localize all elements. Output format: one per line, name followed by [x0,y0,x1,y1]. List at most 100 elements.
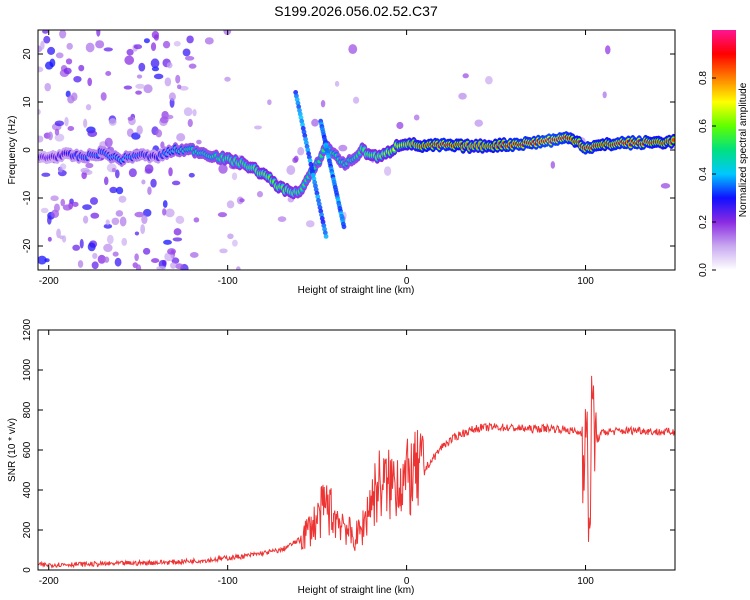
spectrogram-cell [38,66,44,73]
spectrogram-cell [319,212,324,218]
spectrogram-cell [306,154,312,160]
spectrogram-cell [396,121,404,130]
spectrogram-cell [115,210,124,217]
snr-y-axis-label: SNR (10 * v/v) [7,418,18,482]
spectrogram-cell [67,126,75,131]
spectrogram-cell [138,62,146,72]
spectrogram-cell [44,258,50,263]
spectrogram-cell [103,47,113,52]
spectrogram-cell [141,215,148,225]
spectrogram-cell [112,251,119,257]
spectrogram-cell [550,161,556,169]
spectrogram-cell [352,96,360,104]
spectrogram-cell [313,183,318,189]
spectrogram-cell [87,130,98,137]
spectrogram-cell [318,208,324,214]
spectrogram-cell [47,131,53,141]
spectrogram-cell [151,258,160,264]
x-tick-label: 100 [577,576,594,587]
spectrogram-cell [104,256,110,263]
spectrogram-cell [293,155,299,163]
spectrogram-cell [50,195,59,202]
y-tick-label: 0 [22,147,33,153]
spectrogram-cell [671,138,675,142]
spectrogram-cell [231,172,238,181]
spectrogram-cell [316,198,321,203]
spectrogram-cell [254,125,262,130]
spectrogram-cell [236,266,241,270]
spectrogram-cell [196,139,202,145]
spectrogram-cell [89,197,99,205]
spectrogram-cell [313,187,319,193]
spectrogram-cell [111,217,120,226]
y-tick-label: 10 [22,96,33,108]
spectrogram-cell [40,40,45,50]
spectrogram-cell [40,207,49,214]
spectrogram-cell [92,252,98,260]
spectrogram-cell [105,71,112,76]
spectrogram-cell [162,40,171,49]
spectrogram-cell [150,178,157,188]
spectrogram-cell [100,92,107,101]
spectrogram-cell [81,171,87,180]
spectrogram-cell [136,74,143,79]
spectrogram-cell [660,183,671,189]
spectrogram-cell [47,215,52,225]
x-tick-label: -100 [218,576,238,587]
spectrogram-cell [300,125,306,131]
spectrogram-cell [187,118,193,128]
spectrogram-cell [106,234,114,245]
spectrogram-cell [60,198,66,207]
spectrogram-cell [134,231,140,236]
spectrogram-y-axis-label: Frequency (Hz) [7,116,18,185]
spectrogram-cell [311,176,317,182]
spectrogram-cell [341,224,347,230]
spectrogram-cell [44,61,54,70]
spectrogram-cell [96,30,101,37]
y-tick-label: 800 [22,401,33,418]
spectrogram-cell [82,215,89,224]
spectrogram-cell [80,167,90,173]
spectrogram-cell [151,30,160,39]
spectrogram-cell [143,38,150,44]
spectrogram-cell [314,190,320,196]
spectrogram-cell [118,195,127,203]
spectrogram-cell [219,248,228,254]
spectrogram-x-ticks: -200 -100 0 100 [39,30,594,287]
colorbar-tick-label: 0.4 [698,167,709,181]
spectrogram-cell [38,255,47,265]
spectrogram-cell [134,253,139,262]
spectrogram-cell [171,180,181,186]
x-tick-label: -100 [218,276,238,287]
spectrogram-cell [474,119,484,127]
spectrogram-cell [224,76,231,82]
spectrogram-cell [63,67,72,75]
spectrogram-cell [322,226,327,232]
spectrogram-cell [135,264,142,270]
spectrogram-cell [142,247,151,255]
spectrogram-cell [38,109,41,115]
spectrogram-cell [168,167,173,177]
spectrogram-cell [43,35,51,44]
spectrogram-cell [602,91,607,99]
spectrogram-cell [316,201,322,207]
spectrogram-cell [176,84,182,90]
x-tick-label: -200 [39,576,59,587]
spectrogram-cell [124,55,135,65]
spectrogram-cell [267,99,272,106]
spectrogram-cell [299,118,305,124]
spectrogram-cell [172,237,183,242]
spectrogram-cell [54,120,65,127]
spectrogram-cell [293,90,299,95]
spectrogram-cell [115,186,124,195]
figure-title: S199.2026.056.02.52.C37 [274,3,438,19]
spectrogram-cell [143,84,153,94]
x-tick-label: 100 [577,276,594,287]
spectrogram-cell [320,100,326,108]
spectrogram-cell [167,248,177,255]
spectrogram-cell [338,144,348,152]
spectrogram-cell [227,233,234,240]
spectrogram-cell [295,100,301,106]
spectrogram-cell [47,236,52,242]
spectrogram-cell [90,212,100,219]
